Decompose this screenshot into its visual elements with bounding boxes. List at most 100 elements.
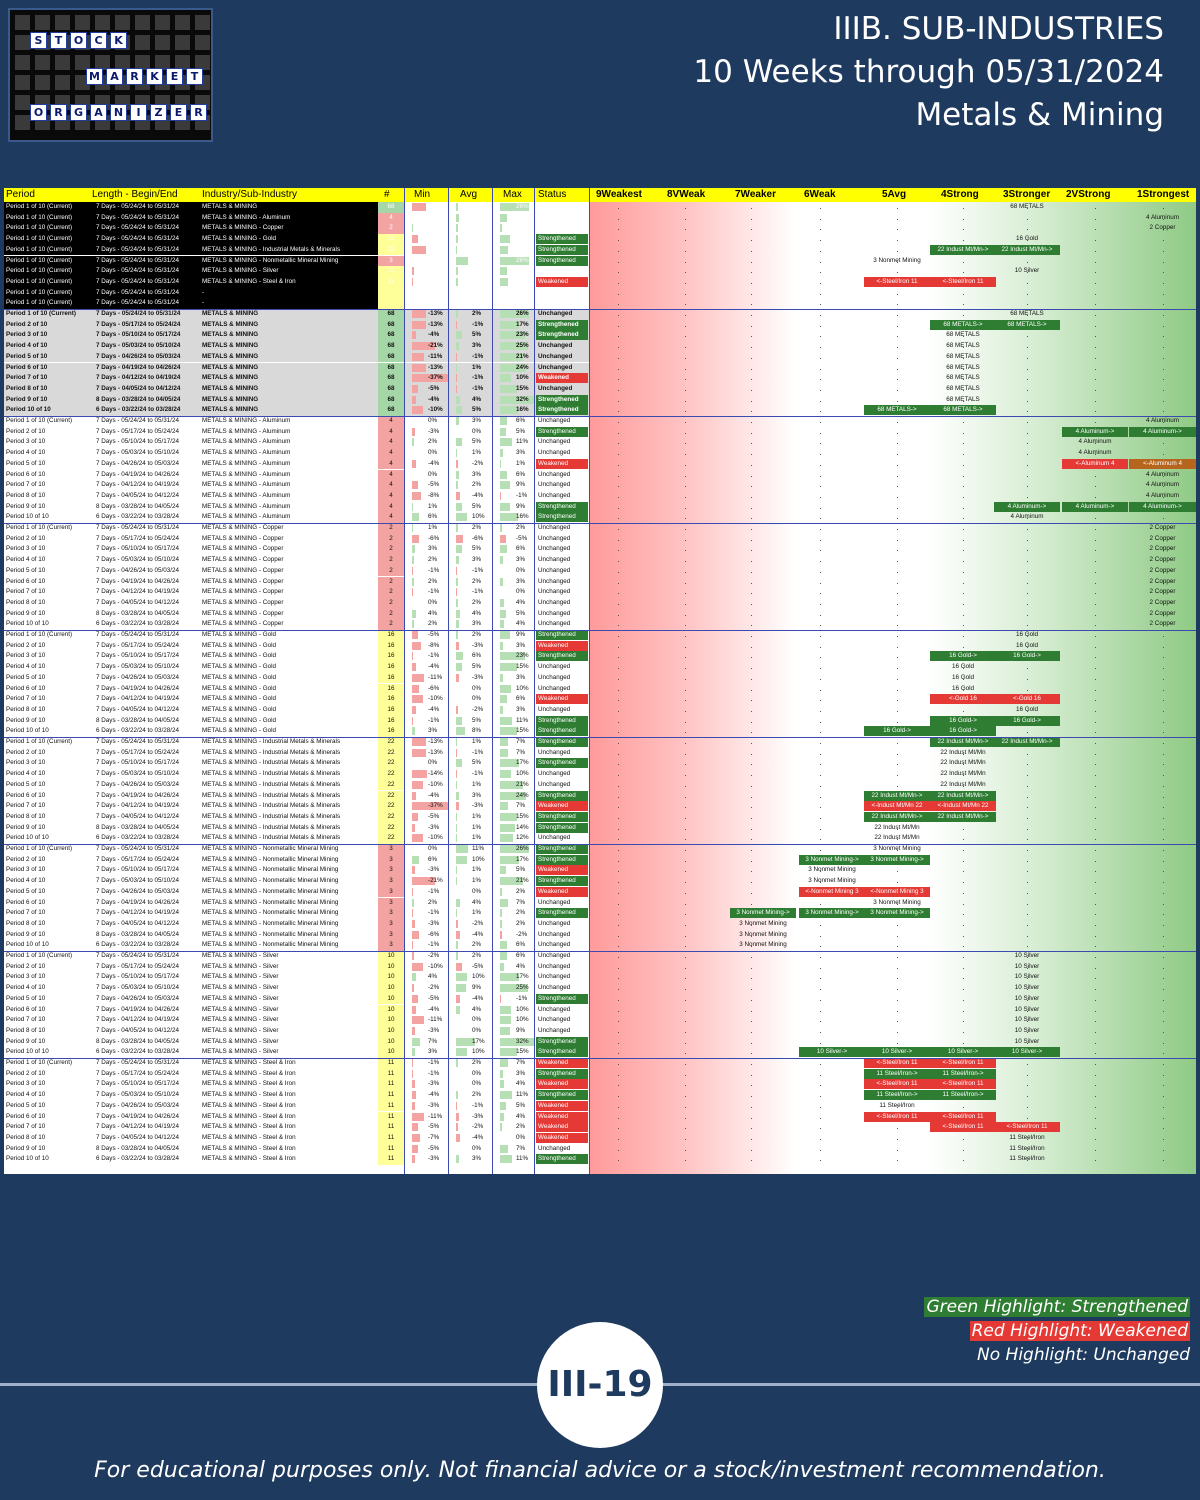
- cell-industry: METALS & MINING - Steel & Iron: [202, 277, 296, 285]
- grid-dot: [618, 850, 619, 851]
- value-bar: [500, 984, 528, 993]
- value-bar: [500, 1069, 504, 1078]
- grid-dot: [1162, 475, 1164, 477]
- title-period: 10 Weeks through 05/31/2024: [693, 54, 1164, 90]
- cell-status: Unchanged: [538, 919, 571, 927]
- value-bar: [412, 866, 416, 875]
- cell-min: 2%: [428, 556, 438, 564]
- cell-period: Period 4 of 10: [6, 556, 46, 564]
- cell-period: Period 2 of 10: [6, 855, 46, 863]
- grid-dot: [1162, 1160, 1164, 1162]
- cell-max: 17%: [516, 973, 529, 981]
- grid-dot: [897, 839, 898, 841]
- cell-period: Period 2 of 10: [6, 748, 46, 756]
- cell-period: Period 7 of 10: [6, 374, 48, 382]
- cell-industry: METALS & MINING - Aluminum: [202, 502, 291, 510]
- grid-dot: [618, 625, 619, 627]
- value-bar: [456, 235, 459, 244]
- cell-count: 3: [378, 940, 404, 951]
- cell-avg: 3%: [472, 1155, 482, 1163]
- value-bar: [412, 203, 427, 211]
- grid-dot: [618, 347, 619, 349]
- value-bar: [412, 738, 427, 746]
- cell-avg: 0%: [472, 1026, 482, 1034]
- grid-dot: [618, 603, 619, 605]
- cell-length: 7 Days - 05/24/24 to 05/31/24: [96, 256, 179, 264]
- value-bar: [412, 609, 417, 618]
- grid-dot: [963, 882, 964, 884]
- value-bar: [500, 791, 527, 800]
- grid-dot: [963, 347, 964, 349]
- cell-length: 7 Days - 05/24/24 to 05/31/24: [96, 277, 179, 285]
- cell-period: Period 1 of 10 (Current): [6, 417, 73, 424]
- grid-dot: [820, 775, 821, 777]
- cell-avg: 1%: [472, 449, 482, 457]
- grid-dot: [1095, 657, 1096, 659]
- cell-length: 7 Days - 05/17/24 to 05/24/24: [96, 427, 179, 435]
- grid-dot: [685, 507, 686, 509]
- table-row: Period 7 of 10 7 Days - 04/12/24 to 04/19…: [4, 694, 1196, 705]
- strength-label: 16 Gold->: [930, 726, 996, 737]
- cell-max: 4%: [516, 598, 526, 606]
- grid-dot: [963, 293, 964, 295]
- strength-label: 22 Indust Mt/Mn->: [930, 737, 996, 747]
- grid-dot: [685, 625, 686, 627]
- cell-min: -5%: [428, 384, 440, 392]
- value-bar: [500, 556, 504, 565]
- cell-length: 7 Days - 05/24/24 to 05/31/24: [96, 267, 179, 275]
- logo-ghost-tile: [175, 15, 190, 30]
- grid-dot: [685, 775, 686, 777]
- strength-label: 10 Silver->: [930, 1047, 996, 1058]
- grid-dot: [618, 368, 619, 370]
- logo-letter: T: [50, 32, 67, 49]
- value-bar: [500, 898, 508, 907]
- value-bar: [456, 245, 458, 254]
- cell-count: [378, 298, 404, 309]
- grid-dot: [820, 946, 821, 948]
- cell-period: Period 10 of 10: [6, 620, 49, 628]
- grid-dot: [1095, 892, 1096, 894]
- grid-dot: [1162, 903, 1164, 905]
- grid-dot: [1095, 807, 1096, 809]
- cell-length: 7 Days - 04/05/24 to 04/12/24: [96, 491, 179, 499]
- value-bar: [500, 695, 507, 704]
- grid-dot: [751, 400, 752, 402]
- cell-status: Strengthened: [536, 1090, 588, 1101]
- grid-dot: [685, 486, 686, 488]
- cell-avg: 2%: [472, 577, 482, 585]
- grid-dot: [820, 850, 821, 851]
- strength-label: 68 METALS: [1010, 203, 1044, 210]
- cell-avg: 1%: [472, 834, 482, 842]
- grid-dot: [1162, 796, 1164, 798]
- grid-dot: [618, 282, 619, 284]
- grid-dot: [618, 796, 619, 798]
- grid-dot: [618, 496, 619, 498]
- value-bar: [412, 727, 416, 736]
- value-bar: [500, 1101, 506, 1110]
- grid-dot: [751, 1117, 752, 1119]
- cell-max: 26%: [516, 845, 529, 852]
- grid-dot: [820, 935, 821, 937]
- cell-max: 6%: [516, 695, 526, 703]
- cell-avg: -4%: [472, 1133, 484, 1141]
- grid-dot: [751, 603, 752, 605]
- grid-dot: [618, 400, 619, 402]
- value-bar: [500, 374, 511, 383]
- strength-label: 68 METALS: [946, 395, 980, 403]
- grid-dot: [1027, 614, 1028, 616]
- grid-dot: [897, 871, 898, 873]
- strength-label: 68 METALS: [946, 384, 980, 392]
- table-row: Period 10 of 10 6 Days - 03/22/24 to 03/2…: [4, 512, 1196, 523]
- table-row: Period 5 of 10 7 Days - 04/26/24 to 05/03…: [4, 672, 1196, 684]
- strength-label: 68 METALS: [946, 374, 980, 382]
- cell-status: Unchanged: [538, 310, 573, 317]
- cell-status: Weakened: [536, 865, 588, 876]
- grid-dot: [1095, 261, 1096, 263]
- value-bar: [500, 256, 529, 265]
- cell-count: 4: [378, 512, 404, 523]
- grid-dot: [897, 293, 898, 295]
- cell-count: 3: [378, 844, 404, 855]
- grid-dot: [618, 357, 619, 359]
- grid-dot: [963, 625, 964, 627]
- grid-dot: [1162, 250, 1164, 252]
